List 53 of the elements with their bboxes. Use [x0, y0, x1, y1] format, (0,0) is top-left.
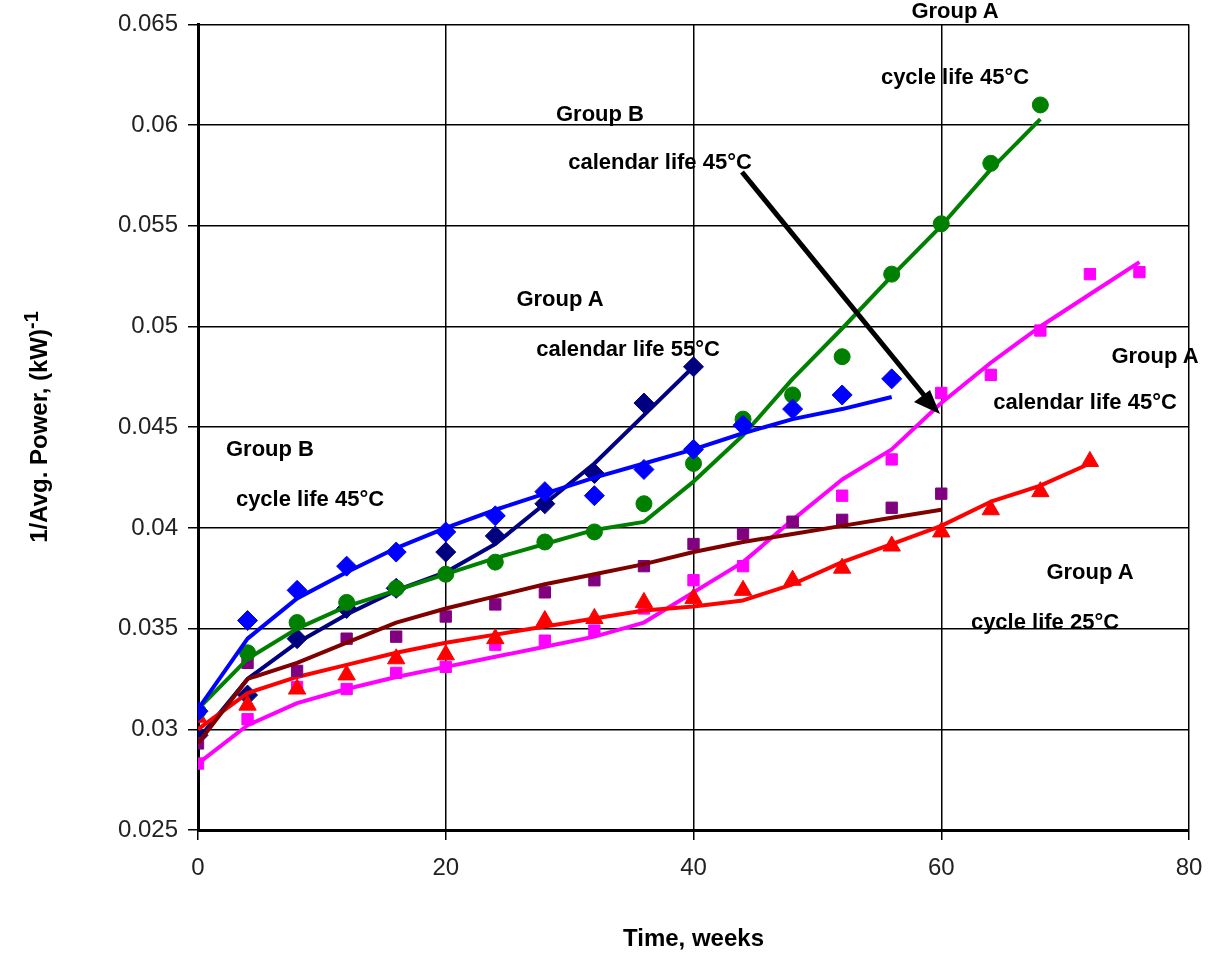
point — [885, 453, 898, 466]
point — [435, 541, 457, 563]
point — [833, 348, 851, 366]
annotation: Group A — [1046, 559, 1134, 585]
point — [835, 489, 849, 502]
point — [538, 586, 552, 599]
annotation: calendar life 45°C — [993, 389, 1177, 415]
x-tick-label: 60 — [927, 853, 955, 881]
point — [1083, 267, 1097, 281]
point — [489, 598, 502, 611]
y-tick-label: 0.025 — [117, 814, 178, 842]
point — [290, 664, 304, 678]
y-tick-label: 0.03 — [131, 713, 178, 741]
x-tick-label: 80 — [1175, 853, 1203, 881]
point — [390, 630, 403, 643]
point — [683, 356, 704, 378]
y-tick-label: 0.065 — [117, 9, 178, 37]
point — [588, 624, 601, 637]
point — [237, 610, 259, 632]
x-axis-title: Time, weeks — [623, 924, 764, 952]
text: Group A — [911, 0, 999, 24]
y-tick-label: 0.035 — [117, 613, 178, 641]
point — [885, 501, 898, 514]
point — [736, 527, 750, 541]
point — [1031, 96, 1049, 114]
point — [831, 384, 853, 406]
x-tick-label: 20 — [432, 853, 460, 881]
point — [241, 713, 254, 726]
x-tick-label: 0 — [191, 853, 205, 881]
point — [687, 537, 700, 551]
annotation: Group A — [516, 286, 604, 312]
point — [1133, 265, 1146, 279]
annotation: Group B — [556, 101, 644, 127]
y-tick-label: 0.045 — [117, 411, 178, 439]
point — [633, 392, 655, 414]
y-tick-label: 0.06 — [131, 109, 178, 137]
annotation: cycle life 45°C — [880, 64, 1030, 90]
point — [635, 495, 653, 513]
y-tick-label: 0.04 — [131, 512, 178, 540]
point — [439, 610, 452, 623]
annotation: Group B — [226, 436, 314, 462]
point — [935, 487, 948, 500]
point — [935, 386, 948, 400]
point — [984, 368, 997, 381]
point — [583, 485, 605, 507]
point — [782, 398, 804, 420]
annotation: cycle life 45°C — [235, 486, 385, 512]
point — [881, 368, 903, 390]
point — [732, 414, 754, 436]
point — [687, 574, 700, 587]
x-tick-label: 40 — [680, 853, 707, 881]
y-tick-label: 0.05 — [131, 311, 178, 339]
y-tick-label: 0.055 — [117, 210, 178, 238]
